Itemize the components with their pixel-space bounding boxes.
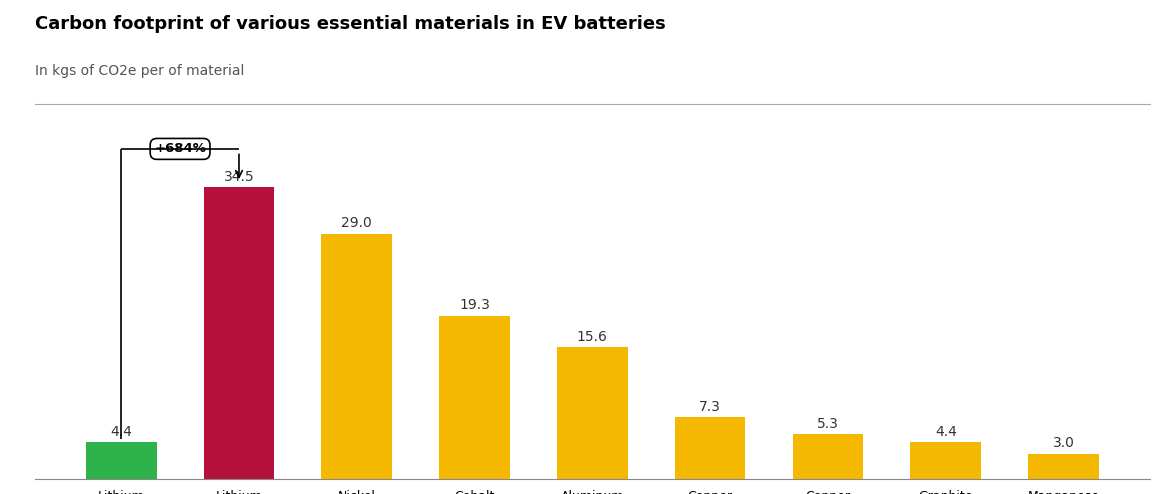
- Text: 3.0: 3.0: [1052, 436, 1074, 451]
- Text: 4.4: 4.4: [935, 424, 957, 439]
- Bar: [557, 347, 628, 479]
- Text: 7.3: 7.3: [699, 400, 721, 414]
- Text: 4.4: 4.4: [110, 424, 133, 439]
- Bar: [1029, 454, 1099, 479]
- Bar: [321, 234, 392, 479]
- Bar: [674, 417, 746, 479]
- Text: 29.0: 29.0: [341, 216, 372, 230]
- Text: Carbon footprint of various essential materials in EV batteries: Carbon footprint of various essential ma…: [35, 15, 666, 33]
- Bar: [86, 442, 156, 479]
- Text: In kgs of CO2e per of material: In kgs of CO2e per of material: [35, 64, 244, 78]
- Text: 15.6: 15.6: [577, 329, 608, 344]
- Text: +684%: +684%: [154, 142, 206, 156]
- Bar: [793, 434, 863, 479]
- Bar: [439, 316, 510, 479]
- Text: 34.5: 34.5: [224, 169, 255, 184]
- Bar: [204, 187, 274, 479]
- Text: 19.3: 19.3: [459, 298, 490, 312]
- Text: 5.3: 5.3: [818, 417, 839, 431]
- Bar: [910, 442, 981, 479]
